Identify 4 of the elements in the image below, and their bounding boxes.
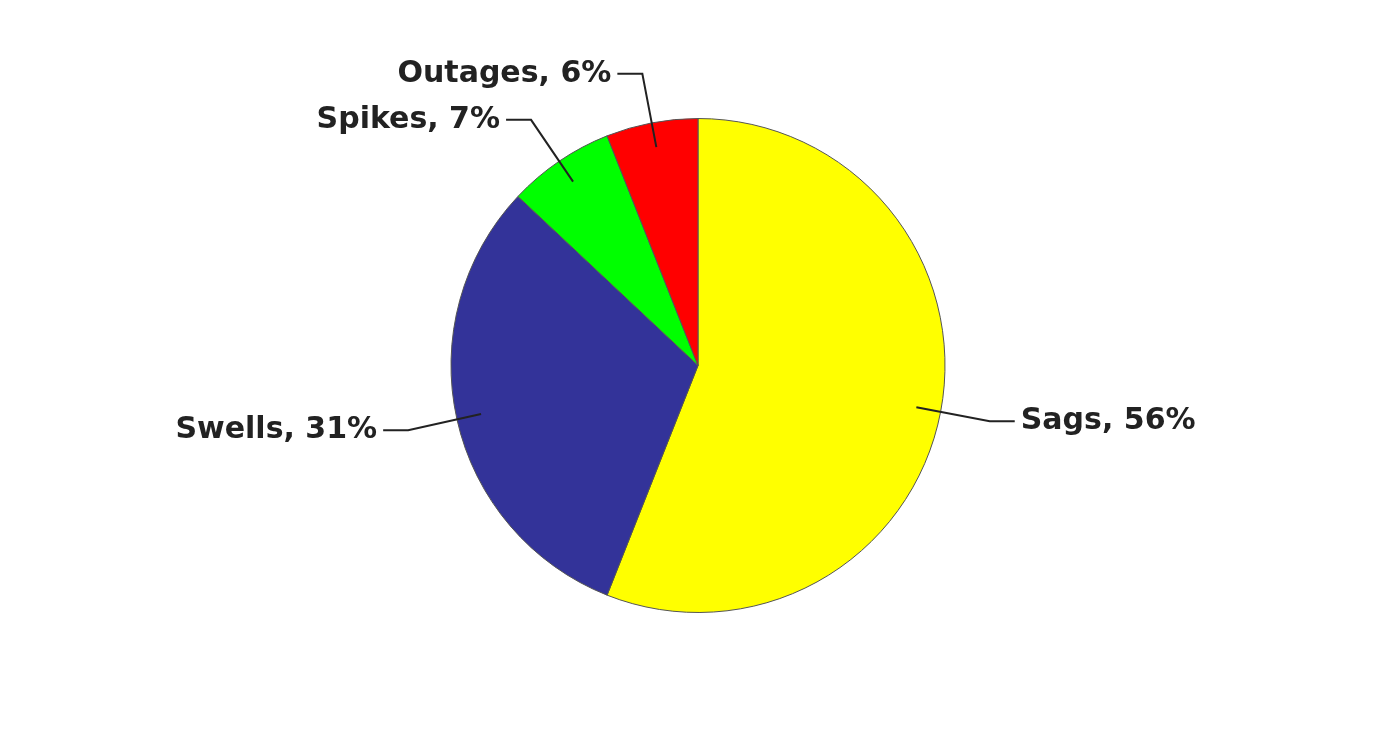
- slice-label: Swells, 31%: [175, 410, 378, 446]
- slice-label: Outages, 6%: [397, 53, 612, 89]
- slice-label: Spikes, 7%: [316, 99, 501, 135]
- slice-label: Sags, 56%: [1020, 400, 1196, 436]
